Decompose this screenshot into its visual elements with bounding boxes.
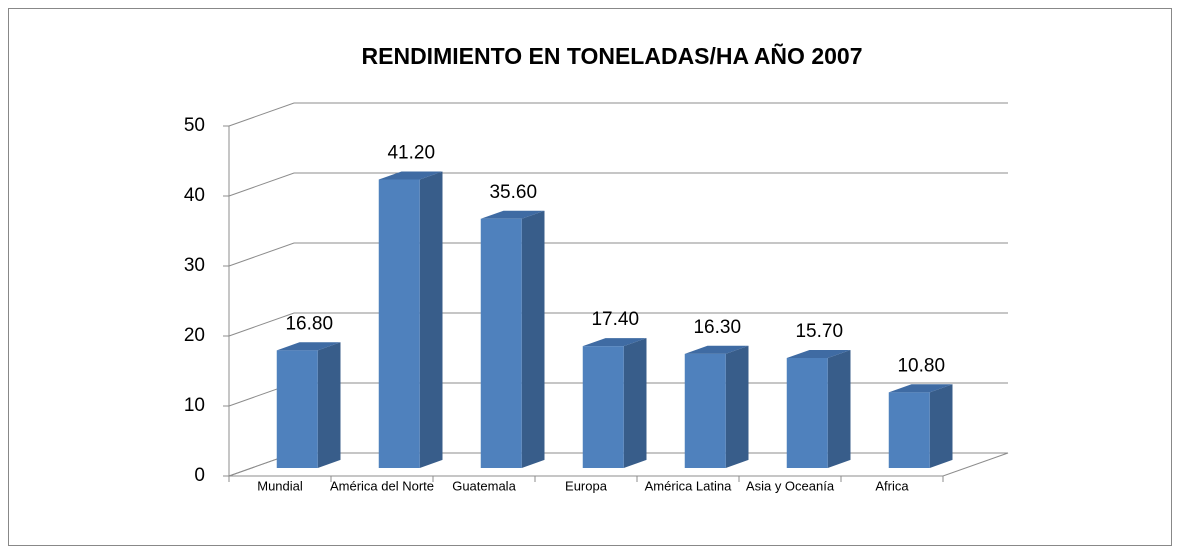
bar-front	[378, 179, 420, 468]
value-label: 17.40	[591, 309, 639, 330]
y-tick-label: 20	[184, 325, 205, 346]
bar-front	[480, 218, 522, 468]
bar-side	[827, 350, 851, 468]
bar-side	[929, 384, 953, 468]
grid-line	[228, 242, 1008, 267]
bar-front	[888, 392, 930, 468]
bar-top	[684, 345, 749, 354]
bar-side	[521, 210, 545, 468]
bar-top	[888, 384, 953, 393]
x-tick-label: Guatemala	[452, 478, 516, 493]
bar-top	[786, 350, 851, 359]
bar	[684, 345, 749, 468]
value-label: 16.30	[693, 317, 741, 338]
bar-front	[276, 350, 318, 468]
bar-top	[480, 210, 545, 219]
bar-side	[419, 171, 443, 468]
x-tick-label: Africa	[875, 478, 909, 493]
y-tick-label: 0	[194, 465, 205, 486]
bar	[276, 342, 341, 468]
bar	[582, 338, 647, 468]
bar	[888, 384, 953, 468]
x-tick-label: Asia y Oceanía	[746, 478, 835, 493]
bar-side	[317, 342, 341, 468]
value-label: 41.20	[387, 143, 435, 164]
bar	[378, 171, 443, 468]
bar-side	[623, 338, 647, 468]
value-label: 16.80	[285, 313, 333, 334]
value-label: 10.80	[897, 355, 945, 376]
y-tick-label: 40	[184, 185, 205, 206]
grid-line	[228, 172, 1008, 197]
x-tick-label: América del Norte	[330, 478, 434, 493]
value-label: 35.60	[489, 182, 537, 203]
x-tick-label: América Latina	[645, 478, 732, 493]
bar	[786, 350, 851, 468]
bar-top	[378, 171, 443, 180]
bar-front	[582, 346, 624, 468]
grid-line	[228, 312, 1008, 337]
x-tick-label: Europa	[565, 478, 608, 493]
bar	[480, 210, 545, 468]
bar-front	[684, 353, 726, 468]
grid-line	[228, 102, 1008, 127]
y-tick-label: 50	[184, 115, 205, 136]
y-tick-label: 10	[184, 395, 205, 416]
bar-side	[725, 345, 749, 468]
y-tick-label: 30	[184, 255, 205, 276]
bar-front	[786, 358, 828, 468]
x-tick-label: Mundial	[257, 478, 303, 493]
bar-top	[582, 338, 647, 347]
chart-title: RENDIMIENTO EN TONELADAS/HA AÑO 2007	[362, 42, 863, 69]
bar-top	[276, 342, 341, 351]
value-label: 15.70	[795, 321, 843, 342]
